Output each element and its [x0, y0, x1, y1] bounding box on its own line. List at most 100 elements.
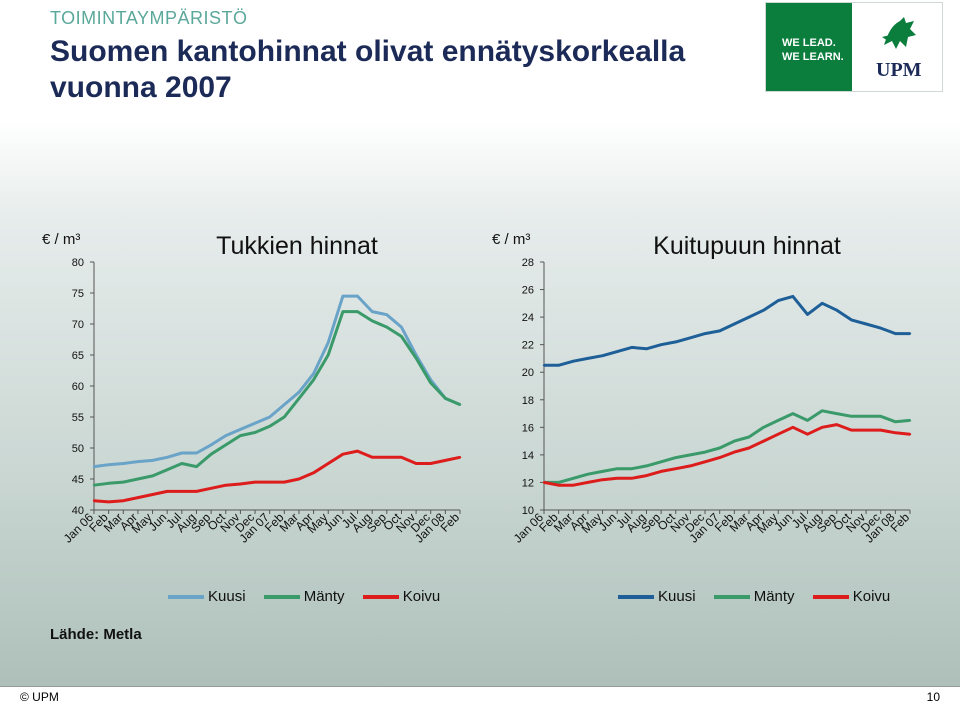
y-tick-label: 45	[72, 474, 84, 486]
data-point	[312, 378, 315, 381]
footer-bar: © UPM 10	[0, 686, 960, 707]
data-point	[718, 446, 721, 450]
data-point	[908, 419, 912, 422]
data-point	[601, 478, 604, 481]
data-point	[283, 480, 286, 484]
chart-kuitupuun-hinnat: Kuitupuun hinnat € / m³ 10 12 14 16 18 20 22 24 26…	[492, 231, 913, 546]
data-point	[458, 456, 462, 459]
data-point	[806, 313, 809, 316]
data-point	[371, 319, 374, 323]
data-point	[253, 431, 257, 434]
data-point	[616, 477, 619, 480]
legend-item: Mänty	[263, 588, 345, 605]
data-point	[458, 403, 462, 406]
data-point	[908, 332, 912, 335]
data-point	[166, 468, 169, 471]
y-tick-label: 65	[72, 350, 84, 362]
data-point	[747, 315, 751, 319]
legend-item: Mänty	[713, 588, 795, 605]
data-point	[879, 415, 882, 418]
data-point	[894, 420, 897, 423]
data-point	[444, 459, 447, 462]
y-tick-label: 40	[72, 505, 84, 517]
chart-tukkien-hinnat: Tukkien hinnat€ / m³404550556065707580Ja…	[42, 231, 463, 546]
data-point	[762, 426, 765, 429]
y-tick-label: 80	[72, 257, 84, 269]
data-point	[283, 415, 286, 419]
y-axis-label: € / m³	[492, 231, 530, 248]
series-line-mänty	[93, 310, 461, 487]
data-point	[341, 294, 345, 298]
chart-title: Tukkien hinnat	[216, 232, 378, 260]
y-tick-label: 28	[522, 257, 534, 269]
data-point	[107, 500, 110, 504]
data-point	[718, 456, 721, 459]
data-point	[689, 453, 692, 457]
data-point	[385, 325, 388, 329]
data-point	[327, 341, 330, 344]
y-tick-label: 20	[522, 367, 534, 379]
data-point	[864, 428, 868, 432]
data-point	[371, 456, 374, 459]
data-point	[239, 482, 242, 486]
data-point	[356, 449, 359, 453]
data-point	[821, 409, 824, 412]
data-point	[542, 364, 546, 367]
data-point	[850, 318, 853, 322]
y-tick-label: 26	[522, 285, 534, 297]
data-point	[703, 332, 707, 335]
legend-label: Mänty	[303, 588, 345, 605]
legend-item: Kuusi	[618, 588, 696, 605]
data-point	[733, 322, 736, 326]
legend-label: Kuusi	[208, 588, 246, 605]
data-point	[557, 481, 560, 484]
data-point	[136, 496, 140, 499]
data-point	[835, 412, 838, 415]
data-point	[777, 419, 780, 422]
legend-item: Koivu	[362, 588, 440, 605]
legend-right: Kuusi Mänty Koivu	[618, 588, 904, 612]
data-point	[312, 471, 315, 474]
data-point	[630, 477, 633, 480]
data-point	[209, 443, 213, 447]
y-tick-label: 70	[72, 319, 84, 331]
slide-title: Suomen kantohinnat olivat ennätyskorkeal…	[50, 35, 686, 104]
page-number: 10	[926, 690, 940, 704]
source-note: Lähde: Metla	[50, 626, 142, 643]
data-point	[572, 477, 575, 480]
data-point	[616, 350, 619, 353]
data-point	[122, 499, 125, 502]
data-point	[557, 484, 560, 487]
x-tick-label: Feb	[438, 510, 463, 535]
data-point	[689, 336, 692, 339]
data-point	[356, 294, 359, 298]
data-point	[601, 470, 604, 473]
data-point	[586, 473, 590, 476]
data-point	[400, 325, 403, 329]
data-point	[733, 450, 736, 454]
logo-slogan-line1: WE LEAD.	[782, 37, 836, 49]
data-point	[908, 433, 912, 436]
data-point	[400, 456, 403, 459]
data-point	[703, 450, 707, 454]
data-point	[674, 456, 677, 459]
x-tick-label: Feb	[888, 510, 913, 535]
data-point	[180, 451, 183, 455]
data-point	[297, 397, 301, 400]
data-point	[821, 426, 824, 429]
data-point	[835, 309, 838, 312]
data-point	[864, 415, 868, 418]
data-point	[297, 477, 301, 481]
data-point	[674, 467, 677, 470]
data-point	[645, 347, 648, 350]
data-point	[674, 340, 677, 344]
data-point	[777, 433, 780, 436]
data-point	[572, 484, 575, 487]
y-tick-label: 50	[72, 443, 84, 455]
upm-logo: WE LEAD. WE LEARN. UPM	[765, 2, 943, 92]
section-label: TOIMINTAYMPÄRISTÖ	[50, 8, 248, 28]
y-tick-label: 60	[72, 381, 84, 393]
data-point	[747, 435, 751, 439]
data-point	[429, 462, 432, 465]
data-point	[341, 310, 345, 313]
